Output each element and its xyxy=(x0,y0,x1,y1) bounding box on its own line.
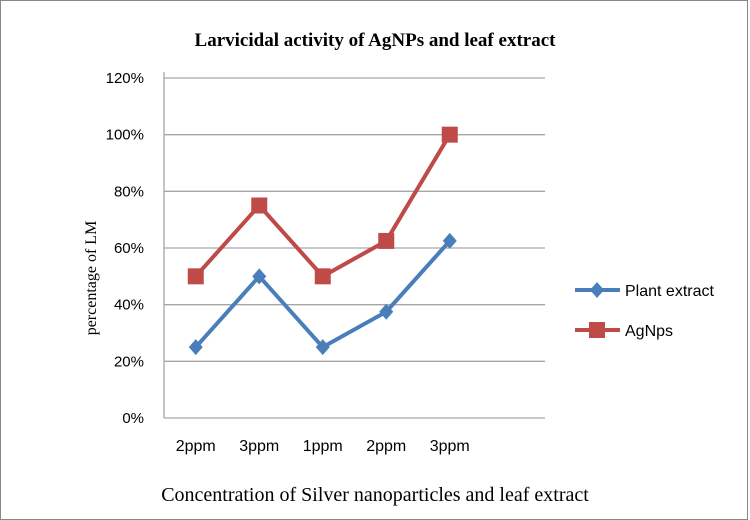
y-tick-label: 60% xyxy=(114,240,144,257)
data-point-square xyxy=(314,268,331,285)
x-tick-label: 3ppm xyxy=(430,438,470,455)
series-line xyxy=(194,133,452,279)
data-point-square xyxy=(441,126,458,143)
legend-label: Plant extract xyxy=(625,283,714,300)
x-tick-label: 1ppm xyxy=(303,438,343,455)
data-point-square xyxy=(589,322,605,338)
data-point-square xyxy=(187,268,204,285)
data-point-diamond xyxy=(379,303,394,320)
line-chart: 0% 20% 40% 60% 80% 100% 120% 2ppm 3ppm 1ppm 2ppm 3p… xyxy=(83,70,714,455)
x-tick-label: 3ppm xyxy=(239,438,279,455)
y-tick-label: 40% xyxy=(114,297,144,314)
data-point-diamond xyxy=(442,232,457,249)
y-tick-label: 100% xyxy=(106,127,144,144)
y-tick-label: 120% xyxy=(106,70,144,87)
data-point-square xyxy=(251,197,268,214)
x-tick-label: 2ppm xyxy=(176,438,216,455)
data-point-diamond xyxy=(315,339,330,356)
x-axis-label: Concentration of Silver nanoparticles an… xyxy=(161,484,589,506)
data-point-square xyxy=(378,232,395,249)
y-tick-label: 20% xyxy=(114,353,144,370)
y-axis-label: percentage of LM xyxy=(83,221,100,336)
legend-label: AgNps xyxy=(625,323,673,340)
y-tick-label: 0% xyxy=(122,410,144,427)
x-tick-label: 2ppm xyxy=(366,438,406,455)
chart-title: Larvicidal activity of AgNPs and leaf ex… xyxy=(194,30,556,51)
series-line xyxy=(194,239,452,350)
y-tick-label: 80% xyxy=(114,183,144,200)
data-point-diamond xyxy=(590,282,604,298)
data-point-diamond xyxy=(252,268,267,285)
data-point-diamond xyxy=(188,339,203,356)
